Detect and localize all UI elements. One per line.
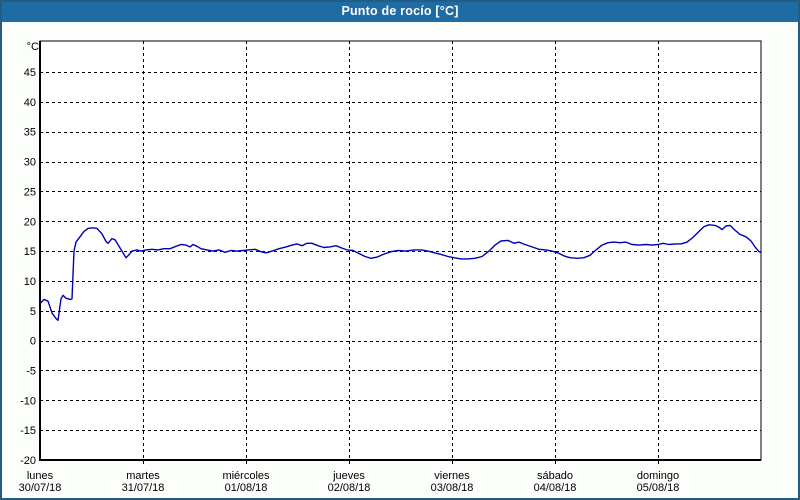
svg-text:15: 15 — [24, 246, 36, 258]
svg-text:30: 30 — [24, 157, 36, 169]
svg-text:-5: -5 — [26, 365, 36, 377]
svg-text:-10: -10 — [20, 395, 36, 407]
dew-point-line-chart: °C 45 40 35 30 25 20 15 10 5 0 -5 -10 -15 -20 lunes30/0… — [19, 40, 762, 494]
dew-point-series-line — [39, 224, 762, 321]
svg-text:0: 0 — [30, 336, 36, 348]
x-label-date: 31/07/18 — [122, 482, 165, 494]
x-label-day: lunes — [27, 470, 54, 482]
axes — [39, 40, 762, 464]
x-label-date: 01/08/18 — [225, 482, 268, 494]
x-label-day: domingo — [637, 470, 679, 482]
gridlines — [40, 41, 761, 460]
x-label-day: jueves — [332, 470, 365, 482]
title-bar: Punto de rocío [°C] — [0, 0, 800, 22]
y-axis-unit-label: °C — [27, 41, 39, 53]
x-label-date: 05/08/18 — [637, 482, 680, 494]
y-axis-labels: °C 45 40 35 30 25 20 15 10 5 0 -5 -10 -15 -20 — [20, 41, 39, 467]
chart-title: Punto de rocío [°C] — [341, 4, 459, 18]
svg-text:45: 45 — [24, 67, 36, 79]
x-label-day: miércoles — [222, 470, 270, 482]
svg-text:25: 25 — [24, 186, 36, 198]
svg-text:-20: -20 — [20, 455, 36, 467]
svg-text:-15: -15 — [20, 425, 36, 437]
svg-text:20: 20 — [24, 216, 36, 228]
svg-text:10: 10 — [24, 276, 36, 288]
x-label-date: 02/08/18 — [328, 482, 371, 494]
x-label-date: 30/07/18 — [19, 482, 62, 494]
x-label-day: sábado — [537, 470, 573, 482]
svg-text:40: 40 — [24, 97, 36, 109]
svg-text:5: 5 — [30, 306, 36, 318]
x-label-day: martes — [126, 470, 160, 482]
svg-text:35: 35 — [24, 127, 36, 139]
x-label-date: 04/08/18 — [534, 482, 577, 494]
x-label-day: viernes — [434, 470, 470, 482]
x-label-date: 03/08/18 — [431, 482, 474, 494]
